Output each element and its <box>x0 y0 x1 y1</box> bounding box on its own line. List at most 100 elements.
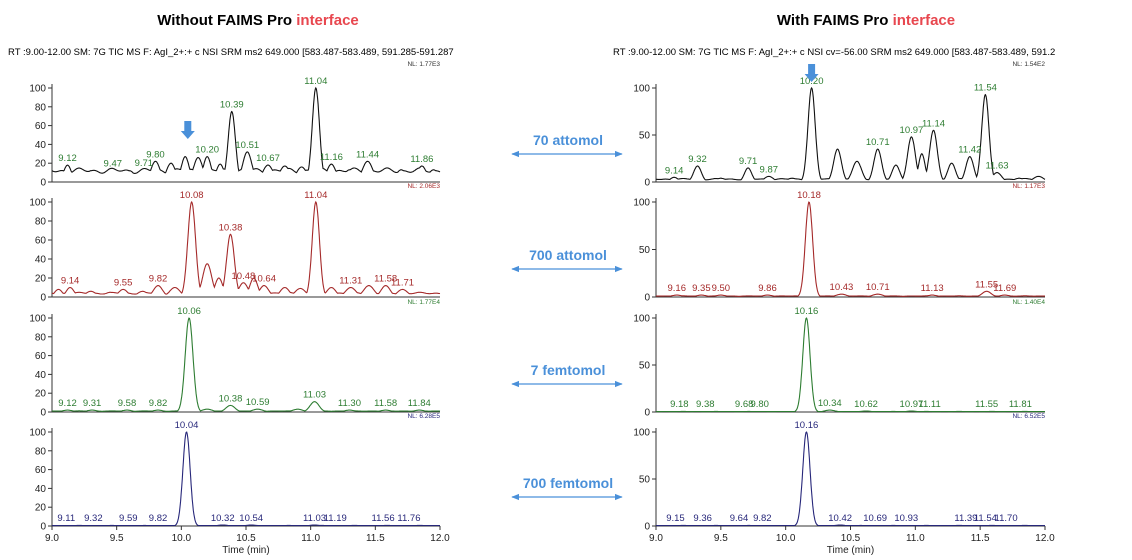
x-tick-label-left-700-femtomol: 10.0 <box>172 533 192 544</box>
peak-label-left-700-attomol: 9.82 <box>149 274 168 285</box>
right-scan-header: RT :9.00-12.00 SM: 7G TIC MS F: AgI_2+:+… <box>613 47 1055 58</box>
y-tick-label-left-700-femtomol: 60 <box>35 465 47 476</box>
nl-label-left-700-attomol: NL: 2.06E3 <box>407 183 440 190</box>
peak-label-right-70-attomol: 9.32 <box>688 154 707 165</box>
y-tick-label-left-700-femtomol: 100 <box>29 428 46 439</box>
peak-label-left-70-attomol: 10.51 <box>235 140 259 151</box>
peak-label-right-70-attomol: 11.42 <box>958 145 981 156</box>
y-tick-label-left-7-femtomol: 100 <box>29 314 46 325</box>
panel-left-7-femtomol: 0 20 40 60 80 100 9.12 9.31 9.58 9.82 10.06 10.38 10… <box>29 299 440 419</box>
peak-label-left-700-femtomol: 10.32 <box>211 513 235 524</box>
peak-label-right-7-femtomol: 9.18 <box>670 399 689 410</box>
y-tick-label-left-700-attomol: 40 <box>35 255 47 266</box>
y-tick-label-left-700-femtomol: 20 <box>35 503 47 514</box>
trace-line-left-700-attomol <box>51 200 441 295</box>
peak-label-right-700-femtomol: 11.70 <box>995 513 1018 524</box>
peak-label-left-70-attomol: 9.80 <box>146 149 165 160</box>
amount-label-700-attomol: 700 attomol <box>529 247 607 263</box>
x-tick-label-left-700-femtomol: 12.0 <box>430 533 450 544</box>
peak-label-left-700-attomol: 10.38 <box>219 222 243 233</box>
peak-label-left-7-femtomol: 10.59 <box>246 397 270 408</box>
y-tick-label-left-7-femtomol: 80 <box>35 332 47 343</box>
x-tick-label-right-700-femtomol: 9.5 <box>714 533 728 544</box>
peak-label-right-700-attomol: 9.50 <box>712 283 731 294</box>
peak-label-right-70-attomol: 9.87 <box>760 164 779 175</box>
peak-label-right-700-attomol: 9.35 <box>692 283 711 294</box>
peak-label-right-700-attomol: 11.13 <box>921 283 944 294</box>
amount-label-700-femtomol: 700 femtomol <box>523 475 613 491</box>
peak-indicator-arrow-left-70-attomol <box>180 121 195 139</box>
y-tick-label-right-700-attomol: 50 <box>639 245 651 256</box>
peak-label-left-70-attomol: 11.04 <box>304 76 327 87</box>
x-tick-label-left-700-femtomol: 11.0 <box>301 533 320 544</box>
peak-label-right-700-femtomol: 9.36 <box>693 513 712 524</box>
y-tick-label-left-700-attomol: 20 <box>35 274 47 285</box>
peak-label-left-700-attomol: 10.08 <box>180 190 204 201</box>
peak-label-left-700-femtomol: 10.04 <box>175 420 199 431</box>
peak-label-right-7-femtomol: 11.81 <box>1009 399 1032 410</box>
y-tick-label-right-700-attomol: 100 <box>633 198 650 209</box>
left-scan-header: RT :9.00-12.00 SM: 7G TIC MS F: AgI_2+:+… <box>8 47 454 58</box>
x-tick-label-left-700-femtomol: 10.5 <box>236 533 256 544</box>
peak-label-right-700-attomol: 10.71 <box>866 282 890 293</box>
peak-label-right-700-attomol: 11.55 <box>975 279 998 290</box>
y-tick-label-left-7-femtomol: 40 <box>35 370 47 381</box>
peak-label-right-7-femtomol: 9.38 <box>696 399 715 410</box>
y-tick-label-left-70-attomol: 20 <box>35 159 47 170</box>
y-tick-label-left-70-attomol: 0 <box>40 178 46 189</box>
peak-label-left-70-attomol: 10.67 <box>256 153 280 164</box>
peak-label-right-7-femtomol: 10.62 <box>854 399 878 410</box>
peak-label-left-7-femtomol: 9.12 <box>58 398 77 409</box>
peak-label-left-7-femtomol: 10.06 <box>177 306 201 317</box>
peak-label-right-7-femtomol: 11.55 <box>975 399 998 410</box>
peak-label-left-700-femtomol: 11.03 <box>303 513 326 524</box>
peak-label-right-700-attomol: 10.43 <box>830 282 854 293</box>
y-tick-label-right-7-femtomol: 50 <box>639 361 651 372</box>
peak-label-left-70-attomol: 11.16 <box>320 152 343 163</box>
x-tick-label-left-700-femtomol: 11.5 <box>366 533 385 544</box>
peak-label-right-700-femtomol: 11.39 <box>954 513 977 524</box>
peak-label-left-7-femtomol: 9.82 <box>149 398 168 409</box>
peak-label-right-700-femtomol: 9.82 <box>753 513 772 524</box>
trace-line-left-700-femtomol <box>52 431 440 527</box>
y-tick-label-left-700-femtomol: 40 <box>35 484 47 495</box>
y-tick-label-left-70-attomol: 40 <box>35 140 47 151</box>
peak-label-left-70-attomol: 11.86 <box>410 154 433 165</box>
peak-label-left-70-attomol: 10.20 <box>195 145 219 156</box>
x-axis-label-right-700-femtomol: Time (min) <box>827 545 874 556</box>
peak-label-left-70-attomol: 11.44 <box>356 149 379 160</box>
peak-label-right-70-attomol: 9.71 <box>739 156 758 167</box>
peak-label-right-700-femtomol: 9.15 <box>666 513 685 524</box>
y-tick-label-left-700-femtomol: 80 <box>35 446 47 457</box>
peak-label-right-700-attomol: 11.69 <box>993 283 1016 294</box>
peak-label-left-700-attomol: 11.04 <box>304 190 327 201</box>
y-tick-label-left-7-femtomol: 0 <box>40 408 46 419</box>
y-tick-label-left-700-attomol: 100 <box>29 198 46 209</box>
peak-label-right-700-femtomol: 10.16 <box>795 420 819 431</box>
right-title-accent: interface <box>893 12 956 29</box>
peak-label-left-700-femtomol: 11.76 <box>397 513 420 524</box>
peak-label-right-70-attomol: 10.71 <box>866 137 890 148</box>
left-title: Without FAIMS Pro interface <box>157 12 359 29</box>
peak-label-left-70-attomol: 10.39 <box>220 100 244 111</box>
peak-label-left-700-femtomol: 11.56 <box>372 513 395 524</box>
x-tick-label-right-700-femtomol: 9.0 <box>649 533 663 544</box>
trace-line-right-700-attomol <box>655 201 1045 297</box>
amount-labels: 70 attomol 700 attomol 7 femtomol 700 fe… <box>511 132 623 501</box>
peak-label-right-700-femtomol: 10.93 <box>894 513 918 524</box>
peak-indicator-arrow-right-70-attomol <box>804 64 819 82</box>
y-tick-label-left-700-attomol: 80 <box>35 217 47 228</box>
y-tick-label-left-70-attomol: 80 <box>35 102 47 113</box>
peak-label-left-7-femtomol: 9.58 <box>118 398 137 409</box>
peak-label-left-700-femtomol: 9.32 <box>84 513 103 524</box>
peak-label-left-7-femtomol: 11.84 <box>408 398 431 409</box>
chromatogram-panels: 0 20 40 60 80 100 9.12 9.47 9.71 9.80 10.20 10.39 10… <box>29 61 1055 556</box>
nl-label-right-7-femtomol: NL: 1.40E4 <box>1012 299 1045 306</box>
x-tick-label-right-700-femtomol: 11.0 <box>906 533 925 544</box>
y-tick-label-left-700-attomol: 0 <box>40 293 46 304</box>
peak-label-right-700-femtomol: 10.69 <box>863 513 887 524</box>
peak-label-left-70-attomol: 9.47 <box>104 159 123 170</box>
peak-label-right-700-attomol: 10.18 <box>797 190 821 201</box>
